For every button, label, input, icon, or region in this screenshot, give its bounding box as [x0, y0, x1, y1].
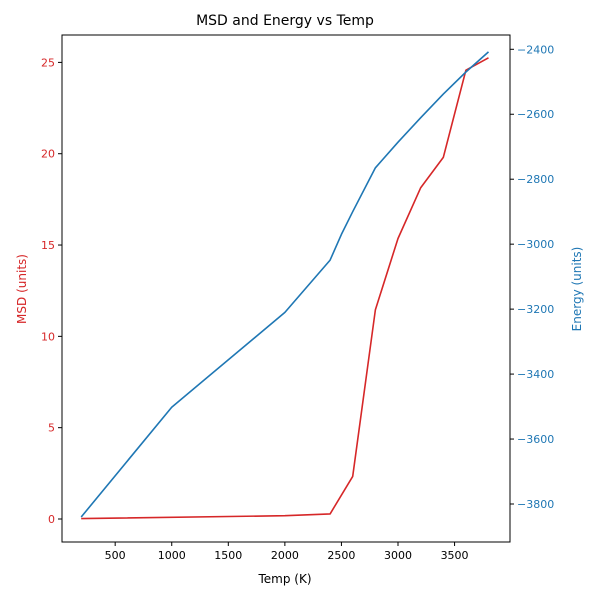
- plot-frame: [61, 34, 511, 543]
- x-tick-label: 500: [105, 549, 126, 562]
- y-right-tick-label: −3200: [517, 303, 554, 316]
- x-tick-label: 3000: [384, 549, 412, 562]
- y-right-tick-label: −3000: [517, 238, 554, 251]
- x-tick-label: 1500: [214, 549, 242, 562]
- y-left-tick-label: 15: [41, 239, 55, 252]
- series-layer: [80, 51, 490, 520]
- y-left-tick-label: 5: [48, 422, 55, 435]
- y-left-tick-label: 10: [41, 330, 55, 343]
- x-tick-label: 1000: [158, 549, 186, 562]
- y-right-tick-label: −3600: [517, 433, 554, 446]
- x-tick-label: 2500: [327, 549, 355, 562]
- x-axis-label: Temp (K): [257, 572, 311, 586]
- y-left-tick-label: 20: [41, 148, 55, 161]
- y-axis-left-label: MSD (units): [15, 254, 29, 324]
- y-axis-right-label: Energy (units): [570, 247, 584, 332]
- y-left-tick-label: 25: [41, 56, 55, 69]
- msd-series-line: [81, 57, 489, 520]
- y-right-tick-label: −2600: [517, 108, 554, 121]
- chart-title: MSD and Energy vs Temp: [196, 13, 374, 29]
- y-right-tick-label: −3800: [517, 498, 554, 511]
- y-right-tick-label: −2400: [517, 43, 554, 56]
- ticks-layer: 500 1000 1500 2000 2500 3000 3500 0 5 10 15 20 25 −38…: [41, 43, 554, 562]
- y-left-tick-label: 0: [48, 513, 55, 526]
- energy-series-line: [80, 51, 490, 518]
- x-tick-label: 2000: [271, 549, 299, 562]
- y-right-tick-label: −3400: [517, 368, 554, 381]
- y-right-tick-label: −2800: [517, 173, 554, 186]
- x-tick-label: 3500: [441, 549, 469, 562]
